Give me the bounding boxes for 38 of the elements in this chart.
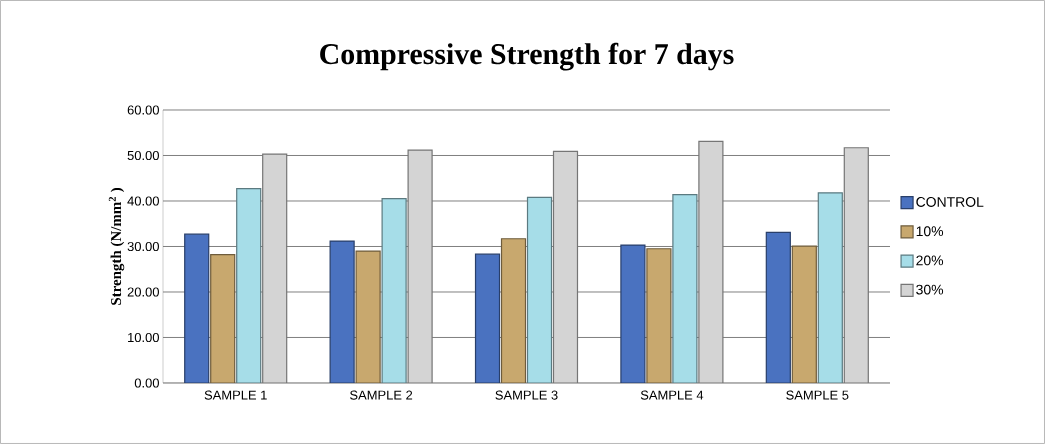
y-tick-label: 20.00 bbox=[127, 287, 159, 297]
y-tick-label: 30.00 bbox=[127, 241, 159, 252]
bar bbox=[843, 147, 869, 383]
x-tick-label: SAMPLE 1 bbox=[204, 390, 267, 400]
bar bbox=[262, 153, 288, 383]
legend-label: 20% bbox=[916, 255, 944, 266]
bar bbox=[620, 244, 646, 383]
y-tick-label: 10.00 bbox=[128, 332, 159, 343]
bar bbox=[474, 253, 501, 383]
bar bbox=[817, 192, 843, 383]
bar bbox=[381, 198, 407, 383]
y-tick-label: 40.00 bbox=[127, 196, 159, 206]
bar bbox=[210, 254, 236, 383]
y-tick-label: 0.00 bbox=[134, 378, 159, 388]
legend-label: 10% bbox=[916, 226, 944, 237]
bar bbox=[646, 248, 672, 383]
bar bbox=[355, 250, 381, 383]
bar bbox=[698, 140, 724, 383]
y-axis-title: Strength (N/mm$^{2}$ ) bbox=[108, 187, 125, 305]
bar bbox=[672, 194, 698, 383]
bar bbox=[329, 240, 355, 383]
chart-title: Compressive Strength for 7 days bbox=[320, 42, 734, 71]
bar bbox=[236, 188, 262, 383]
bar bbox=[552, 150, 579, 383]
y-tick-label: 50.00 bbox=[127, 150, 159, 161]
bar bbox=[791, 245, 817, 383]
x-tick-label: SAMPLE 4 bbox=[640, 390, 704, 400]
y-tick-label: 60.00 bbox=[127, 105, 159, 115]
x-tick-label: SAMPLE 3 bbox=[495, 390, 558, 400]
x-tick-label: SAMPLE 2 bbox=[350, 390, 413, 400]
bar bbox=[407, 149, 433, 383]
legend-label: CONTROL bbox=[916, 197, 984, 207]
bar bbox=[765, 231, 791, 383]
bar bbox=[500, 238, 527, 383]
x-tick-label: SAMPLE 5 bbox=[786, 390, 849, 400]
bar bbox=[184, 233, 210, 383]
legend-label: 30% bbox=[916, 284, 944, 295]
bar bbox=[526, 196, 553, 383]
